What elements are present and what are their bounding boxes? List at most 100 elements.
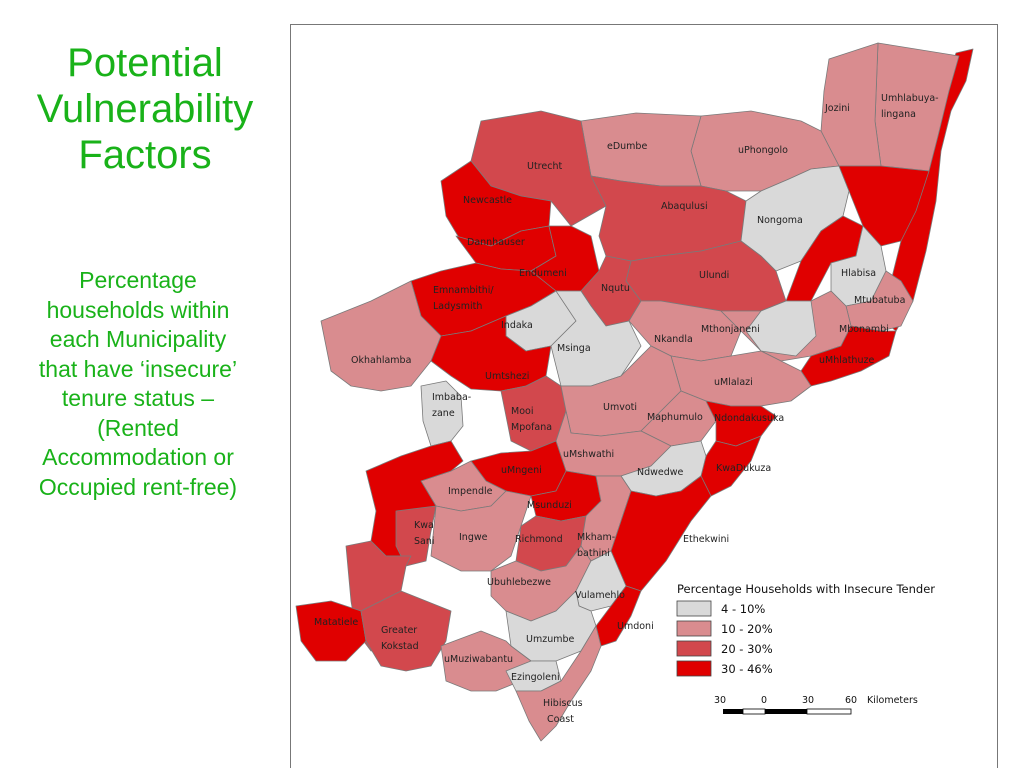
map-region-imbabazane [420,380,464,447]
label-kokstad: Kokstad [381,641,419,652]
map-region-jozini-south [838,165,930,247]
label-umhlabuyalingana: Umhlabuya- [881,93,939,104]
label-ubuhlebezwe: Ubuhlebezwe [487,577,551,588]
label-dannhauser: Dannhauser [467,237,525,248]
label-msinga: Msinga [557,343,591,354]
label-umshwathi: uMshwathi [563,449,614,460]
label-nongoma: Nongoma [757,215,803,226]
legend-title: Percentage Households with Insecure Tend… [677,582,935,596]
label-newcastle: Newcastle [463,195,512,206]
subtitle-line: (Rented [97,414,179,441]
label-umvoti: Umvoti [603,402,637,413]
kzn-municipality-map: Jozini Umhlabuya- lingana eDumbe uPhongo… [295,42,974,742]
label-ethekwini: Ethekwini [683,534,729,545]
map-region-hibiscus-coast [515,625,602,742]
label-umhlathuze: uMhlathuze [819,355,874,366]
scale-segment [765,709,807,714]
map-region-greater-kokstad [360,590,452,672]
scale-tick-label: 0 [761,695,767,706]
label-umngeni: uMngeni [501,465,542,476]
title-line: Factors [78,133,212,177]
label-mooi: Mooi [511,406,533,417]
label-umzumbe: Umzumbe [526,634,574,645]
legend-swatch [676,660,712,677]
map-frame: Jozini Umhlabuya- lingana eDumbe uPhongo… [290,24,998,768]
subtitle-line: Occupied rent-free) [38,473,238,500]
label-hlabisa: Hlabisa [841,268,876,279]
label-umhlabuyalingana-2: lingana [881,109,916,120]
label-utrecht: Utrecht [527,161,562,172]
label-sani: Sani [414,536,435,547]
subtitle-line: tenure status – [61,385,215,411]
legend-label: 30 - 46% [721,662,773,676]
label-umtshezi: Umtshezi [485,371,529,382]
label-mkhambathini-2: bathini [577,548,610,559]
label-imbabazane-2: zane [432,408,455,419]
label-jozini: Jozini [824,103,850,114]
scale-tick-label: 30 [802,695,814,706]
legend-swatch [676,640,712,657]
subtitle-line: Percentage [79,267,197,293]
label-ndwedwe: Ndwedwe [637,467,684,478]
scale-segment [723,709,743,714]
subtitle-line: households within [46,296,230,323]
label-umlalazi: uMlalazi [714,377,753,388]
legend-swatch [676,620,712,637]
legend-label: 10 - 20% [721,622,773,636]
label-nqutu: Nqutu [601,283,630,294]
label-mbonambi: Mbonambi [839,324,889,335]
title-line: Vulnerability [36,87,254,131]
label-umdoni: Umdoni [617,621,654,632]
slide-subtitle: Percentage households within each Munici… [6,266,270,502]
map-region-msinga [550,290,642,387]
label-mtubatuba: Mtubatuba [854,295,905,306]
label-umuziwabantu: uMuziwabantu [444,654,513,665]
subtitle-line: that have ‘insecure’ [38,355,238,382]
label-vulamehlo: Vulamehlo [575,590,625,601]
label-edumbe: eDumbe [607,141,647,152]
label-uphongolo: uPhongolo [738,145,788,156]
legend-label: 4 - 10% [721,602,765,616]
subtitle-line: each Municipality [49,326,227,352]
label-endumeni: Endumeni [519,268,567,279]
municipality-labels: Jozini Umhlabuya- lingana eDumbe uPhongo… [314,93,939,725]
label-richmond: Richmond [515,534,563,545]
label-indaka: Indaka [501,320,533,331]
map-legend: Percentage Households with Insecure Tend… [676,582,935,677]
map-region-matatiele [295,600,367,662]
label-coast: Coast [547,714,574,725]
label-mthonjaneni: Mthonjaneni [701,324,760,335]
label-hibiscus: Hibiscus [543,698,583,709]
label-imbabazane: Imbaba- [432,392,471,403]
scale-segment [806,708,852,715]
label-msunduzi: Msunduzi [527,500,572,511]
label-ulundi: Ulundi [699,270,729,281]
label-greater: Greater [381,625,417,636]
title-line: Potential [67,41,223,85]
legend-swatch [676,600,712,617]
label-matatiele: Matatiele [314,617,358,628]
subtitle-line: Accommodation or [42,444,234,470]
label-kwa: Kwa [414,520,434,531]
scale-segment [742,708,766,715]
label-maphumulo: Maphumulo [647,412,703,423]
label-ezingoleni: Ezingoleni [511,672,560,683]
map-region-mthonjaneni-east [745,300,817,357]
label-kwadukuza: KwaDukuza [716,463,771,474]
slide-title: Potential Vulnerability Factors [0,40,290,178]
scale-tick-label: 60 [845,695,857,706]
label-ndondakusuka: Ndondakusuka [714,413,784,424]
scale-bar: 30 0 30 60 Kilometers [714,695,918,715]
scale-unit: Kilometers [867,695,918,706]
scale-tick-label: 30 [714,695,726,706]
label-mkhambathini: Mkham- [577,532,615,543]
label-mpofana: Mpofana [511,422,552,433]
label-ingwe: Ingwe [459,532,488,543]
label-okhahlamba: Okhahlamba [351,355,411,366]
label-nkandla: Nkandla [654,334,693,345]
label-emnambithi: Emnambithi/ [433,285,494,296]
legend-label: 20 - 30% [721,642,773,656]
label-ladysmith: Ladysmith [433,301,482,312]
label-abaqulusi: Abaqulusi [661,201,708,212]
label-impendle: Impendle [448,486,493,497]
